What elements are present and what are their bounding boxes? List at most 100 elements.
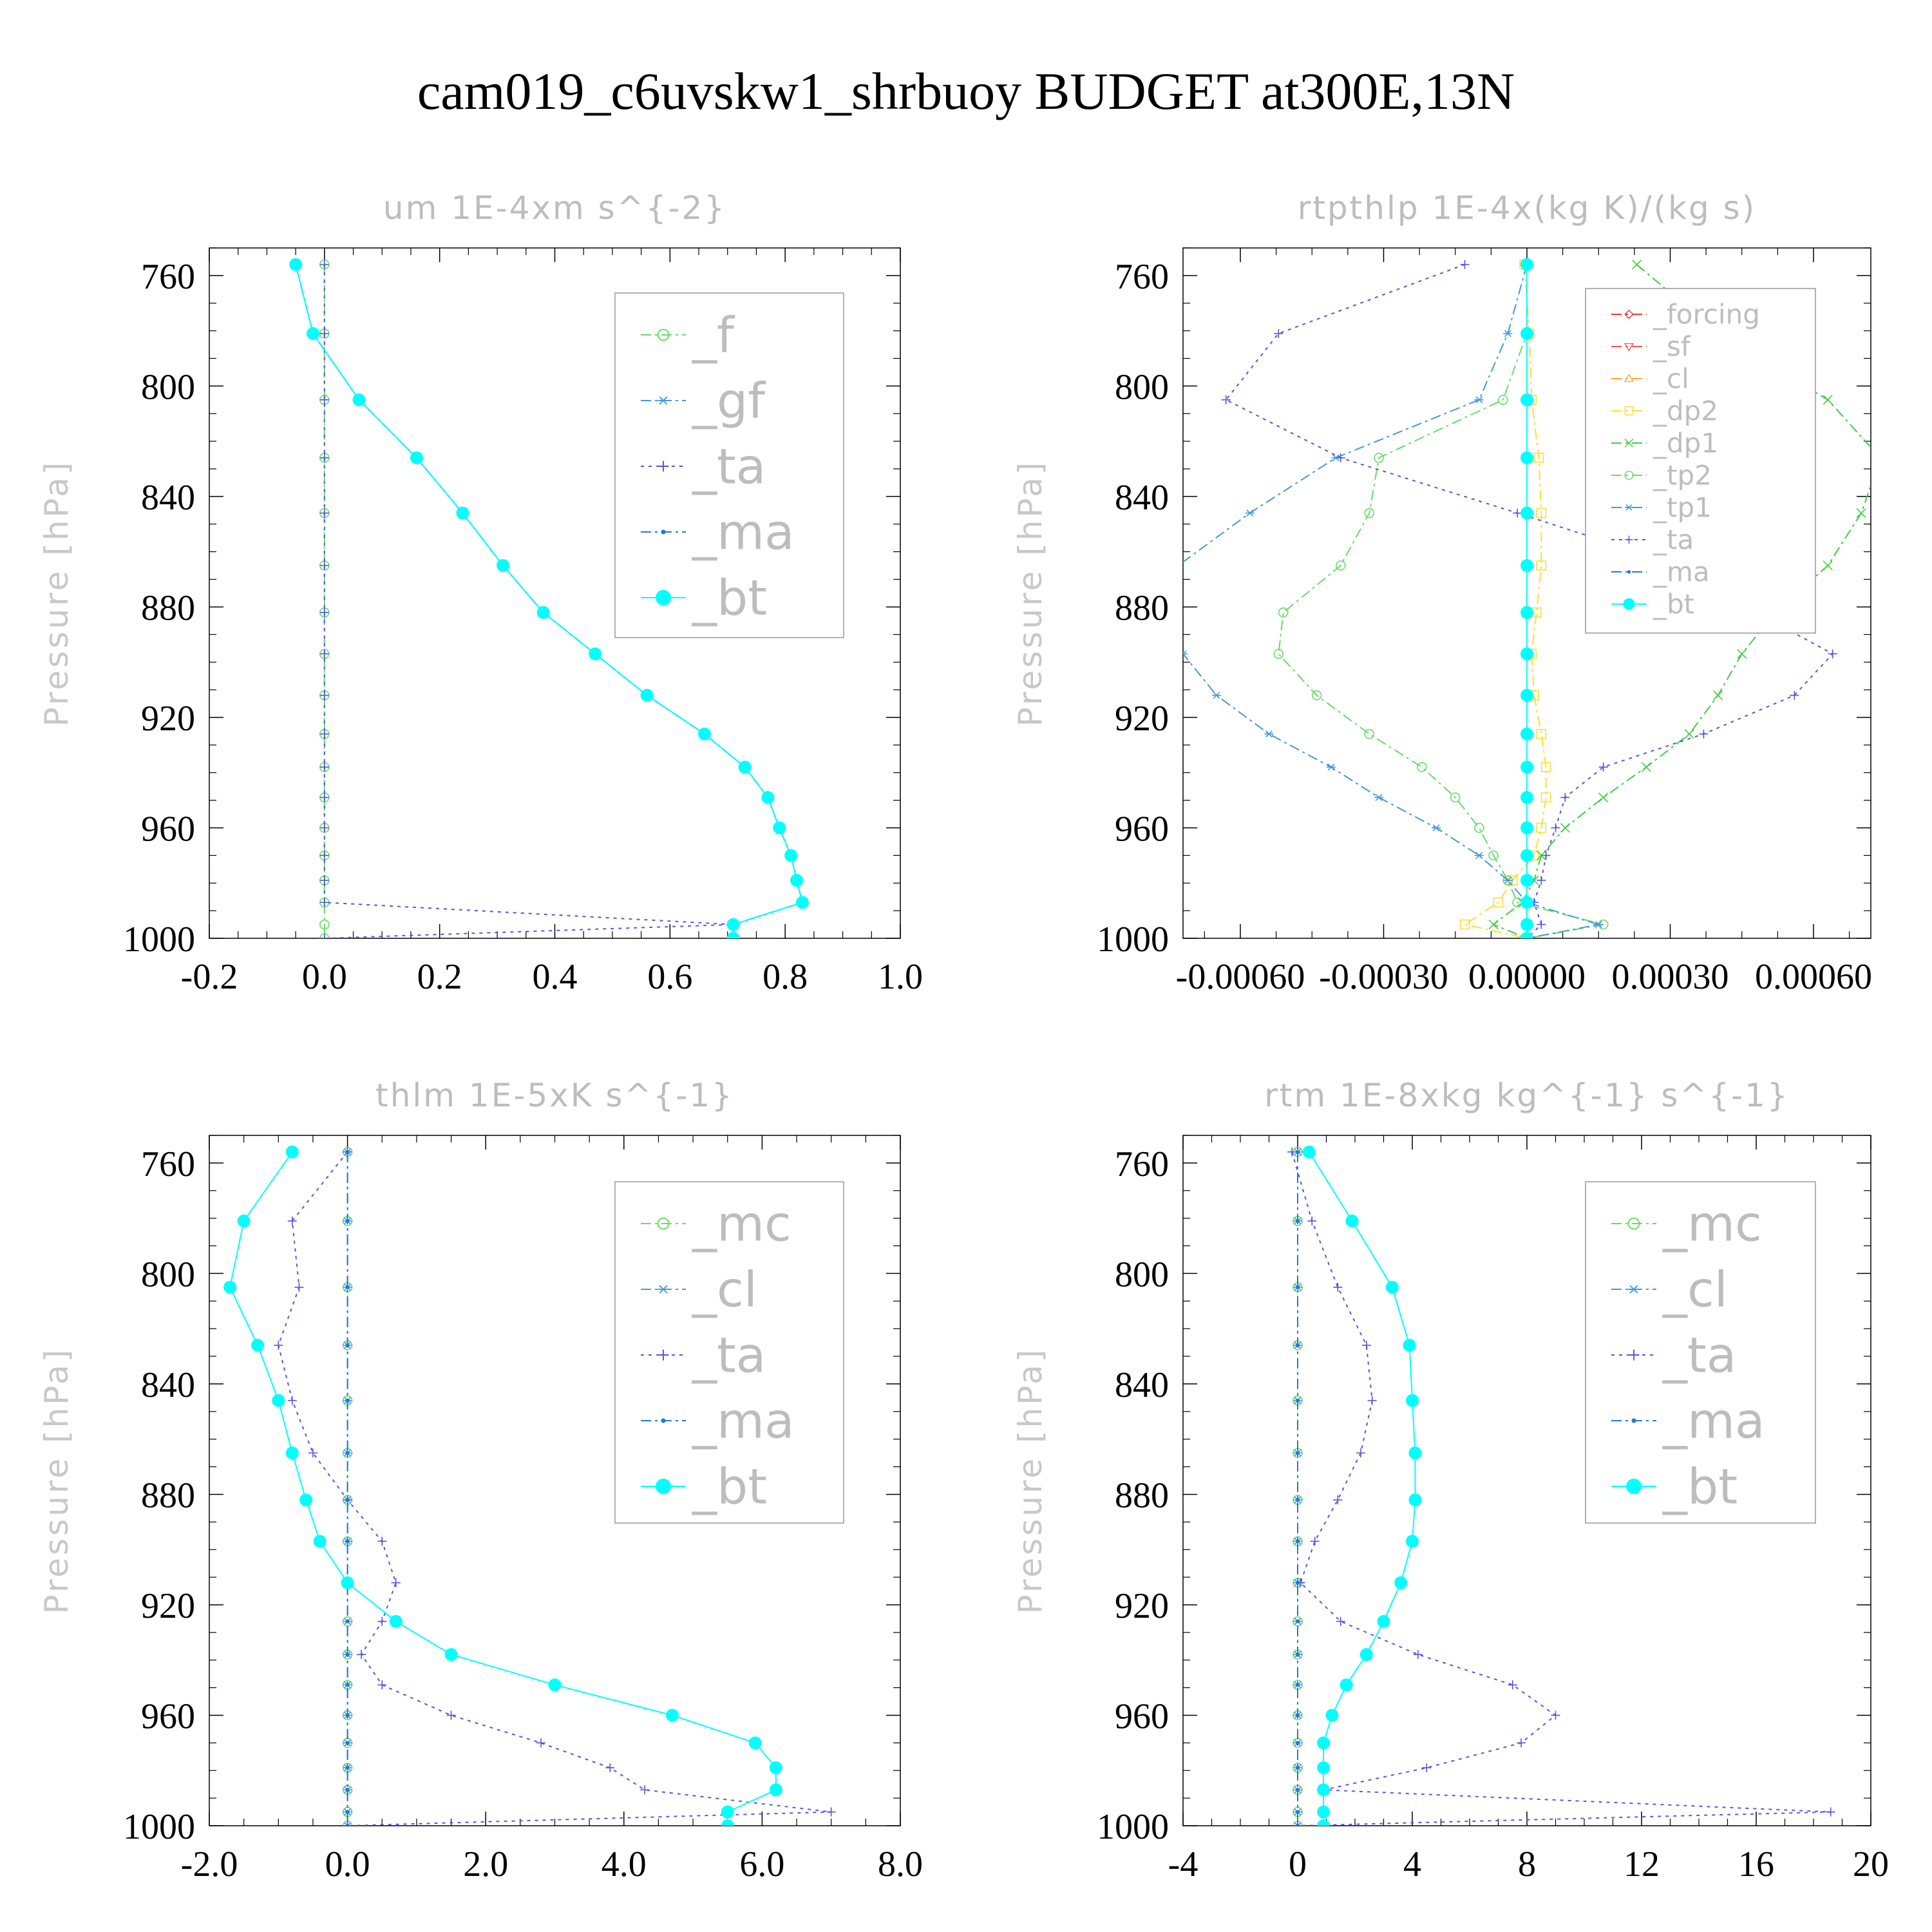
y-tick-label: 840 — [141, 478, 195, 518]
data-point — [1296, 1343, 1300, 1347]
y-axis-title: Pressure [hPa] — [38, 1347, 75, 1615]
y-tick-label: 1000 — [123, 1807, 195, 1847]
y-tick-label: 1000 — [1097, 1807, 1169, 1847]
panel-rtpthlp: rtpthlp 1E-4x(kg K)/(kg s) Pressure [hPa]… — [1012, 189, 1872, 997]
legend-label: _ta — [1662, 1327, 1736, 1384]
data-point — [1520, 761, 1533, 774]
legend-label: _sf — [1653, 331, 1691, 363]
legend-item: _ma — [641, 1392, 795, 1450]
data-point — [1422, 1763, 1432, 1772]
data-point — [1336, 1616, 1345, 1626]
legend-marker — [1627, 570, 1631, 574]
data-point — [536, 1738, 546, 1748]
x-tick-label: 6.0 — [739, 1844, 784, 1884]
series-bt — [1302, 1145, 1422, 1826]
data-point — [1356, 1448, 1365, 1458]
data-point — [1296, 1788, 1300, 1792]
data-point — [1403, 1338, 1416, 1352]
data-point — [1296, 1150, 1300, 1154]
data-point — [345, 1788, 350, 1792]
legend-marker — [1628, 1349, 1640, 1361]
data-point — [784, 849, 798, 862]
panel-title: rtm 1E-8xkg kg^{-1} s^{-1} — [1264, 1077, 1790, 1114]
legend-item: _ta — [641, 1327, 766, 1384]
data-point — [1536, 560, 1547, 571]
legend-marker — [661, 1418, 666, 1423]
x-tick-label: -0.2 — [181, 957, 238, 997]
data-point — [1317, 1783, 1331, 1797]
data-point — [1536, 850, 1546, 860]
x-tick-label: 0.6 — [647, 957, 692, 997]
data-point — [1183, 650, 1188, 658]
data-point — [1520, 451, 1533, 464]
legend-label: _cl — [1653, 363, 1689, 395]
x-tick-label: 4.0 — [601, 1844, 647, 1884]
data-point — [1503, 876, 1513, 884]
legend-marker — [656, 590, 671, 605]
data-point — [1520, 506, 1533, 520]
data-point — [306, 327, 319, 340]
data-point — [769, 1783, 782, 1797]
data-point — [1317, 1805, 1331, 1819]
panel-title: rtpthlp 1E-4x(kg K)/(kg s) — [1298, 189, 1756, 227]
data-point — [1828, 649, 1837, 659]
data-point — [1364, 728, 1375, 739]
legend-item: _ma — [641, 504, 795, 561]
data-point — [1541, 851, 1551, 860]
y-tick-label: 800 — [1115, 367, 1169, 407]
data-point — [274, 1340, 283, 1350]
data-point — [1221, 395, 1231, 404]
data-point — [605, 1763, 615, 1772]
data-point — [1460, 260, 1470, 269]
data-point — [319, 919, 330, 930]
legend-label: _bt — [692, 1458, 767, 1515]
data-point — [1264, 730, 1274, 738]
series-line — [1278, 264, 1604, 938]
data-point — [726, 932, 740, 938]
data-point — [319, 729, 329, 739]
legend-marker — [1628, 1285, 1640, 1294]
legend-marker — [1624, 374, 1634, 383]
data-point — [345, 1285, 350, 1289]
legend-box — [1585, 288, 1816, 634]
x-tick-label: 2.0 — [463, 1844, 508, 1884]
data-point — [769, 1761, 782, 1774]
data-point — [1520, 932, 1533, 938]
data-point — [1336, 453, 1345, 462]
data-point — [1296, 1619, 1300, 1624]
data-point — [1684, 729, 1694, 739]
legend-label: _cl — [692, 1261, 757, 1318]
y-tick-label: 880 — [1115, 588, 1169, 628]
data-point — [1520, 821, 1533, 835]
data-point — [1296, 1741, 1300, 1745]
data-point — [639, 1785, 649, 1795]
y-tick-label: 800 — [141, 367, 195, 407]
legend-label: _bt — [1653, 589, 1694, 620]
legend-marker — [658, 1285, 669, 1294]
data-point — [1488, 919, 1499, 930]
data-point — [341, 1576, 354, 1589]
data-point — [345, 1810, 350, 1814]
data-point — [1790, 690, 1799, 700]
data-point — [410, 451, 423, 464]
data-point — [1826, 1807, 1835, 1817]
series-bt — [223, 1145, 782, 1826]
y-tick-label: 920 — [1115, 699, 1169, 739]
data-point — [1174, 562, 1183, 569]
legend-marker — [1624, 470, 1634, 480]
data-point — [444, 1648, 458, 1662]
data-point — [345, 1713, 350, 1718]
y-tick-label: 840 — [1115, 1365, 1169, 1405]
data-point — [345, 1824, 350, 1826]
data-point — [1474, 396, 1484, 404]
legend-marker — [1624, 439, 1634, 448]
data-point — [1325, 1709, 1339, 1722]
y-tick-label: 760 — [141, 1144, 195, 1184]
data-point — [738, 761, 752, 774]
panel-um: um 1E-4xm s^{-2} Pressure [hPa] -0.2 0.0 0.2… — [38, 189, 923, 997]
data-point — [1326, 763, 1336, 771]
data-point — [1856, 508, 1866, 518]
data-point — [1296, 1539, 1300, 1544]
y-tick-label: 1000 — [1097, 920, 1169, 960]
y-tick-label: 920 — [141, 1586, 195, 1626]
